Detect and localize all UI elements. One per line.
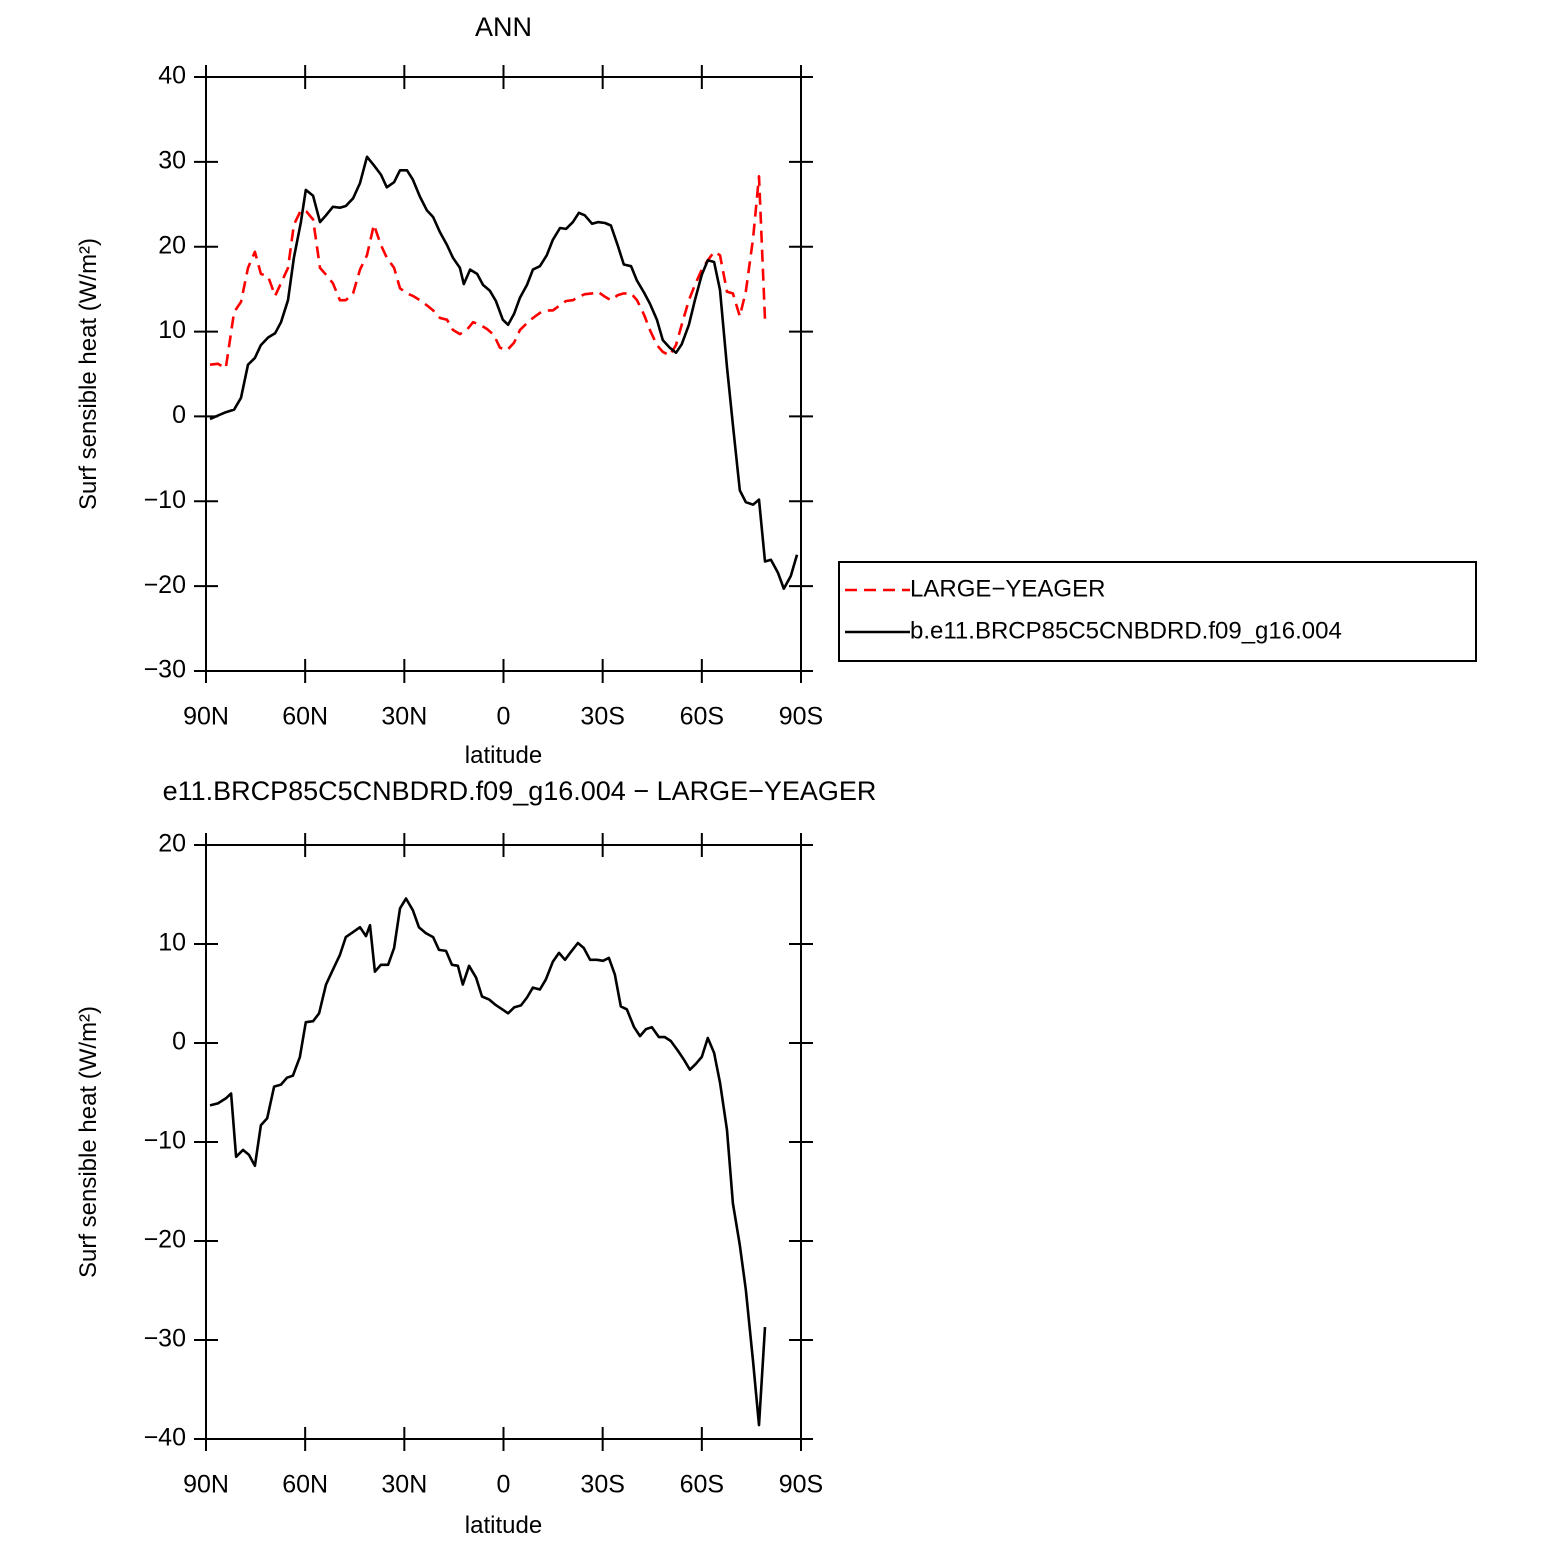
- x-tick-label: 30N: [381, 1471, 427, 1499]
- y-tick-label: −20: [144, 571, 186, 599]
- x-tick-label: 90S: [779, 703, 823, 731]
- chart-title: ANN: [475, 12, 532, 42]
- y-tick-label: 0: [172, 401, 186, 429]
- x-tick-label: 60S: [680, 703, 724, 731]
- y-tick-label: −30: [144, 1325, 186, 1353]
- y-axis-label: Surf sensible heat (W/m²): [75, 1006, 102, 1278]
- y-tick-label: −10: [144, 1127, 186, 1155]
- legend-box: [838, 561, 1477, 662]
- panel: ANN latitude Surf sensible heat (W/m²) −30 −…: [75, 12, 1477, 769]
- x-axis-label: latitude: [465, 742, 542, 769]
- x-tick-label: 90S: [779, 1471, 823, 1499]
- y-tick-label: 30: [158, 146, 186, 174]
- y-tick-label: 10: [158, 316, 186, 344]
- y-axis-label: Surf sensible heat (W/m²): [75, 238, 102, 510]
- x-tick-label: 90N: [183, 1471, 229, 1499]
- x-tick-label: 60N: [282, 1471, 328, 1499]
- x-tick-label: 90N: [183, 703, 229, 731]
- x-axis-label: latitude: [465, 1512, 542, 1539]
- legend-label: LARGE−YEAGER: [910, 575, 1105, 602]
- plot-frame: [205, 76, 802, 672]
- series-line: [209, 897, 767, 1427]
- series-line: [209, 175, 767, 370]
- x-tick-label: 30S: [580, 703, 624, 731]
- y-tick-label: 20: [158, 231, 186, 259]
- series-line: [209, 155, 799, 590]
- y-tick-label: 0: [172, 1028, 186, 1056]
- x-tick-label: 30S: [580, 1471, 624, 1499]
- x-tick-label: 30N: [381, 703, 427, 731]
- y-tick-label: −20: [144, 1226, 186, 1254]
- y-tick-label: −40: [144, 1424, 186, 1452]
- y-tick-label: 40: [158, 62, 186, 90]
- y-tick-label: −10: [144, 486, 186, 514]
- y-tick-label: −30: [144, 656, 186, 684]
- x-tick-label: 0: [497, 1471, 511, 1499]
- panel: e11.BRCP85C5CNBDRD.f09_g16.004 − LARGE−Y…: [75, 776, 876, 1539]
- y-tick-label: 10: [158, 929, 186, 957]
- legend-label: b.e11.BRCP85C5CNBDRD.f09_g16.004: [910, 617, 1342, 644]
- y-tick-label: 20: [158, 830, 186, 858]
- x-tick-label: 0: [497, 703, 511, 731]
- plot-frame: [205, 844, 802, 1440]
- x-tick-label: 60N: [282, 703, 328, 731]
- x-tick-label: 60S: [680, 1471, 724, 1499]
- chart-title: e11.BRCP85C5CNBDRD.f09_g16.004 − LARGE−Y…: [163, 776, 877, 806]
- legend: LARGE−YEAGER b.e11.BRCP85C5CNBDRD.f09_g16…: [838, 561, 1477, 662]
